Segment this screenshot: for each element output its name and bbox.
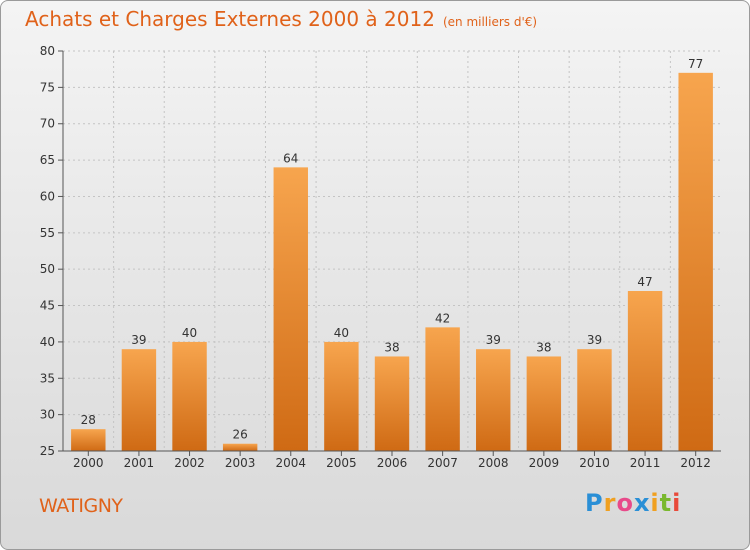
logo-letter: P [585,489,604,517]
x-tick-label: 2012 [680,456,711,470]
y-tick-label: 25 [40,444,55,458]
bar-value-label: 64 [283,151,298,165]
x-tick-label: 2008 [478,456,509,470]
logo-letter: r [603,489,617,517]
y-tick-label: 65 [40,153,55,167]
axes: 25 30 35 40 45 50 55 60 65 70 75 80 2000 2001 2002 2003… [40,44,721,470]
bar [425,327,460,451]
y-tick-label: 80 [40,44,55,58]
logo-letter: i [672,489,682,517]
chart-unit: (en milliers d'€) [442,15,538,29]
logo-letter: t [659,489,673,517]
logo-letter: i [650,489,660,517]
x-tick-label: 2005 [326,456,357,470]
bar [172,341,207,451]
bar-value-label: 40 [334,326,349,340]
bar [526,356,562,451]
bar [222,443,258,451]
y-tick-label: 45 [40,299,55,313]
bar-value-label: 26 [233,428,248,442]
bar [273,167,308,451]
bar [71,429,106,451]
bar-value-label: 47 [637,275,652,289]
y-tick-label: 40 [40,335,55,349]
bars: 28 39 40 26 64 40 38 42 39 38 39 47 77 [71,57,713,452]
chart-title-row: Achats et Charges Externes 2000 à 2012 (e… [25,7,537,31]
bar [324,341,359,451]
logo-letter: o [616,489,634,517]
bar-value-label: 38 [384,340,399,354]
y-tick-label: 50 [40,262,55,276]
x-tick-label: 2003 [225,456,256,470]
x-tick-label: 2000 [73,456,104,470]
bar [476,349,511,451]
x-tick-label: 2011 [630,456,661,470]
x-tick-label: 2009 [529,456,560,470]
bar [678,72,713,452]
bar [121,349,157,451]
bar [627,291,663,451]
proxiti-logo: Proxiti [585,489,681,517]
x-tick-label: 2002 [174,456,205,470]
y-tick-label: 35 [40,371,55,385]
commune-name: WATIGNY [39,495,123,517]
y-tick-label: 55 [40,226,55,240]
x-tick-label: 2004 [275,456,306,470]
logo-letter: x [633,489,651,517]
x-tick-label: 2007 [427,456,458,470]
bar-value-label: 38 [536,340,551,354]
bar-value-label: 28 [81,413,96,427]
bar-value-label: 77 [688,57,703,71]
y-tick-label: 60 [40,189,55,203]
x-tick-label: 2010 [579,456,610,470]
bar-value-label: 40 [182,326,197,340]
grid-lines [63,50,721,452]
x-tick-label: 2001 [124,456,155,470]
y-tick-label: 30 [40,408,55,422]
chart-title: Achats et Charges Externes 2000 à 2012 [25,7,435,31]
y-tick-label: 70 [40,117,55,131]
bar [577,349,612,451]
y-tick-label: 75 [40,80,55,94]
bar-value-label: 39 [486,333,501,347]
bar-value-label: 42 [435,311,450,325]
bar-value-label: 39 [131,333,146,347]
bar [374,356,410,451]
x-tick-label: 2006 [377,456,408,470]
bar-value-label: 39 [587,333,602,347]
